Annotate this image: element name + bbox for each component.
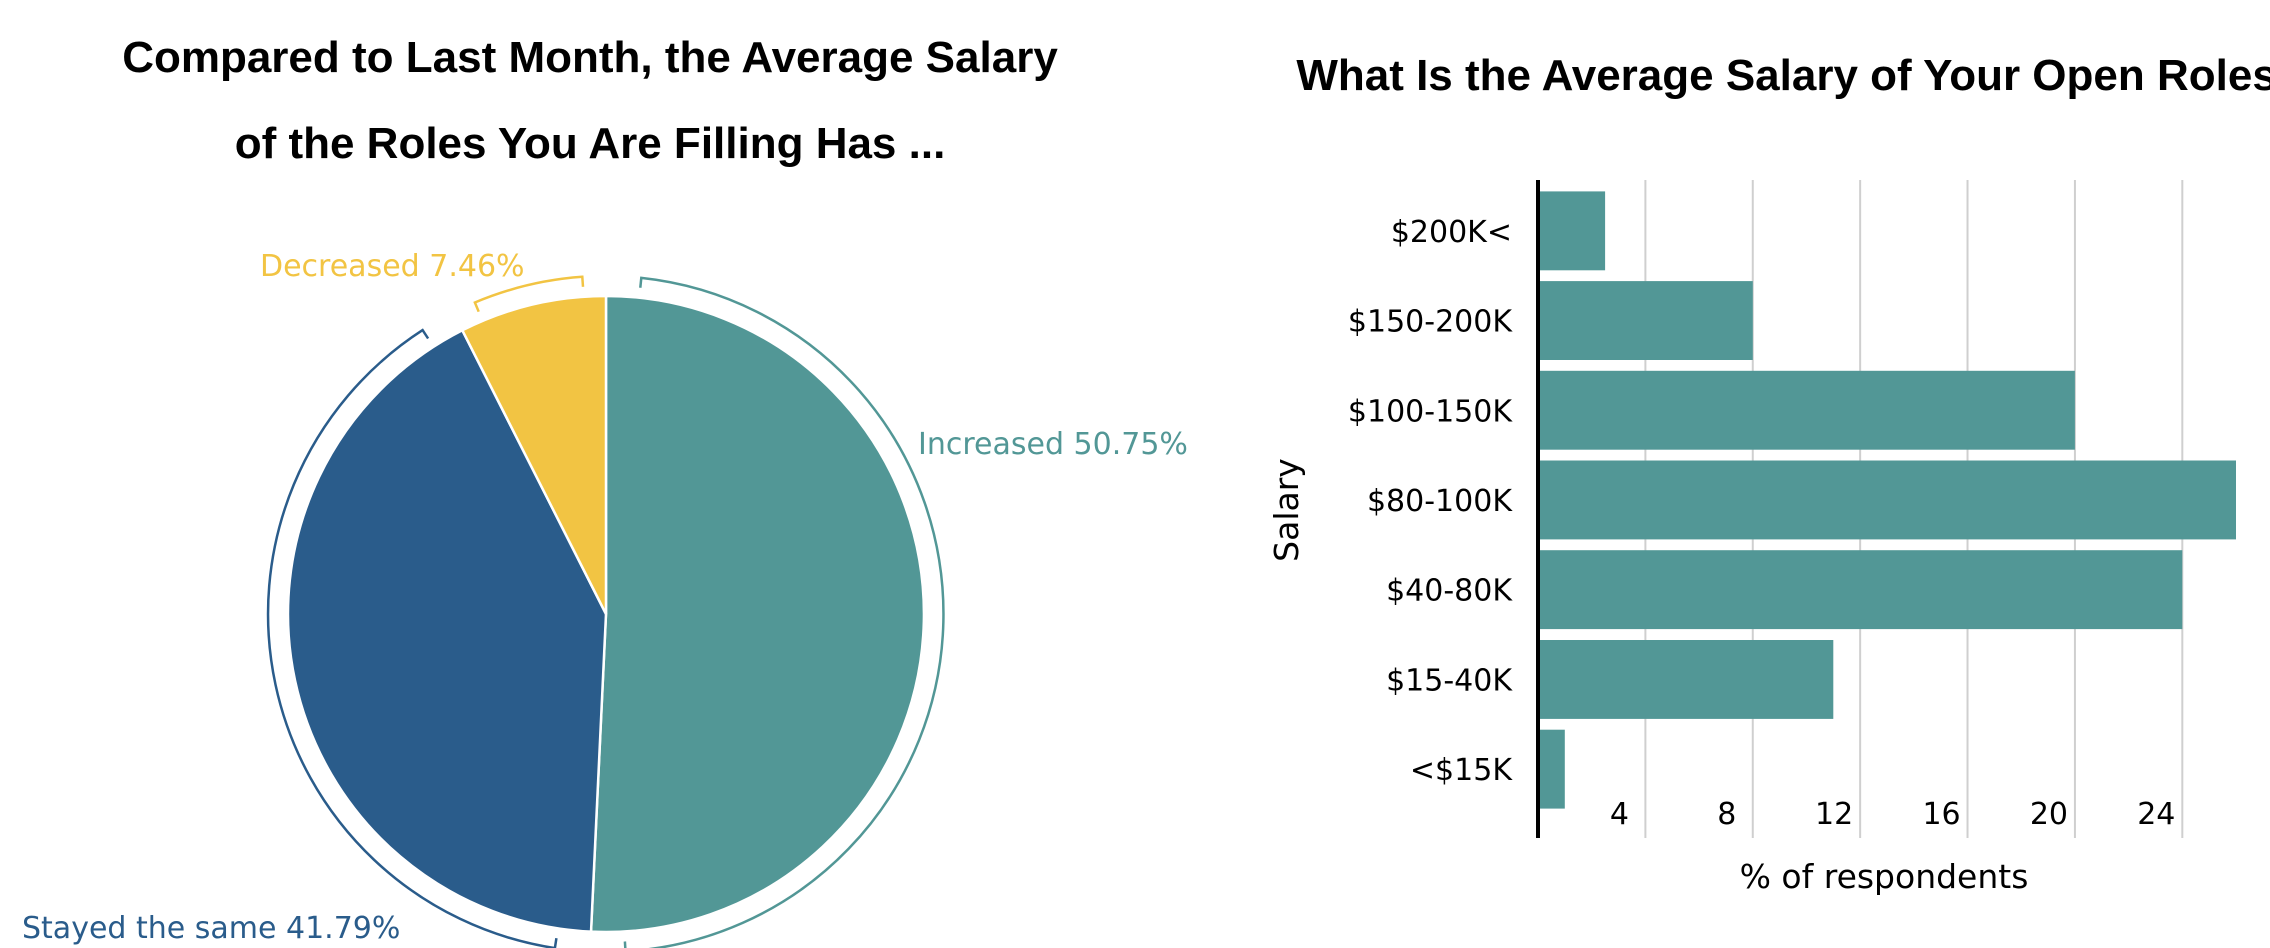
pie-label-stayed-the-same: Stayed the same 41.79% — [22, 911, 400, 946]
pie-labels: Increased 50.75% Stayed the same 41.79% De… — [22, 249, 1188, 948]
x-tick-4: 4 — [1610, 797, 1629, 832]
bar-100-150k — [1538, 370, 2075, 450]
x-tick-16: 16 — [1922, 797, 1960, 832]
x-tick-20: 20 — [2030, 797, 2068, 832]
pie-bracket-stayed-the-same — [266, 328, 558, 948]
category-labels: $200K< $150-200K $100-150K $80-100K $40-80K $… — [1348, 215, 1513, 788]
category-label-200k: $200K< — [1391, 215, 1512, 250]
category-label-15-40k: $15-40K — [1386, 663, 1513, 698]
category-label-150-200k: $150-200K — [1348, 305, 1513, 340]
bar-150-200k — [1538, 281, 1753, 360]
bar-chart: What Is the Average Salary of Your Open … — [1267, 51, 2270, 896]
x-tick-8: 8 — [1717, 797, 1736, 832]
pie-slice-decreased — [460, 294, 608, 615]
x-tick-24: 24 — [2137, 797, 2175, 832]
bar-80-100k — [1538, 460, 2236, 540]
bar-40-80k — [1538, 550, 2183, 630]
pie-slice-increased — [589, 294, 926, 934]
x-tick-labels: 4 8 12 16 20 24 — [1610, 797, 2176, 832]
category-label-80-100k: $80-100K — [1367, 484, 1513, 519]
bar-15k — [1538, 729, 1565, 809]
pie-bracket-decreased — [473, 275, 585, 313]
x-tick-12: 12 — [1815, 797, 1853, 832]
pie-slice-stayed-the-same — [286, 328, 608, 933]
bar-series — [1538, 191, 2236, 809]
pie-bracket-increased — [623, 276, 945, 948]
category-label-15k: <$15K — [1410, 753, 1513, 788]
y-axis-title: Salary — [1267, 458, 1306, 562]
bar-200k — [1538, 191, 1606, 271]
pie-slices — [286, 294, 926, 934]
bar-title: What Is the Average Salary of Your Open … — [1296, 51, 2270, 100]
pie-title-line-1: Compared to Last Month, the Average Sala… — [122, 33, 1058, 82]
x-axis-title: % of respondents — [1740, 857, 2029, 896]
pie-label-decreased: Decreased 7.46% — [260, 249, 525, 284]
pie-chart: Compared to Last Month, the Average Sala… — [22, 33, 1188, 948]
pie-label-increased: Increased 50.75% — [918, 427, 1188, 462]
bar-15-40k — [1538, 640, 1834, 719]
category-label-40-80k: $40-80K — [1386, 574, 1513, 609]
category-label-100-150k: $100-150K — [1348, 394, 1513, 429]
pie-title-line-2: of the Roles You Are Filling Has ... — [235, 119, 946, 168]
